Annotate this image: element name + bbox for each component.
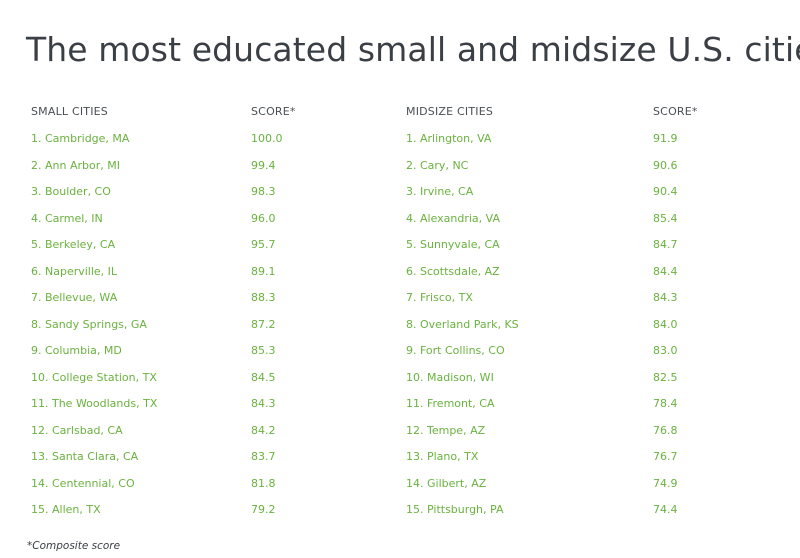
small-city-name: 2. Ann Arbor, MI <box>31 158 120 172</box>
small-city-name: 14. Centennial, CO <box>31 476 135 490</box>
midsize-city-name: 15. Pittsburgh, PA <box>406 503 504 516</box>
small-city-name: 8. Sandy Springs, GA <box>31 317 147 331</box>
midsize-city-score: 83.0 <box>653 344 678 357</box>
small-city-name: 7. Bellevue, WA <box>31 291 118 304</box>
small-city-score: 89.1 <box>251 264 276 278</box>
page-title: The most educated small and midsize U.S.… <box>26 30 800 69</box>
midsize-city-score: 85.4 <box>653 211 678 225</box>
small-city-name: 9. Columbia, MD <box>31 344 122 357</box>
midsize-city-score: 84.3 <box>653 291 678 304</box>
small-city-score: 99.4 <box>251 158 276 172</box>
midsize-city-name: 11. Fremont, CA <box>406 397 495 410</box>
small-city-name: 13. Santa Clara, CA <box>31 450 139 463</box>
midsize-city-name: 12. Tempe, AZ <box>406 423 486 437</box>
midsize-city-score: 84.7 <box>653 238 678 251</box>
small-city-name: 15. Allen, TX <box>31 503 101 516</box>
small-city-name: 5. Berkeley, CA <box>31 238 116 251</box>
midsize-city-name: 7. Frisco, TX <box>406 291 473 304</box>
small-city-name: 4. Carmel, IN <box>31 211 103 225</box>
small-city-name: 11. The Woodlands, TX <box>31 397 158 410</box>
midsize-city-name: 1. Arlington, VA <box>406 132 492 145</box>
midsize-city-name: 3. Irvine, CA <box>406 185 474 198</box>
small-city-score: 88.3 <box>251 291 276 304</box>
small-city-name: 1. Cambridge, MA <box>31 132 130 145</box>
midsize-city-name: 10. Madison, WI <box>406 370 494 384</box>
midsize-city-name: 2. Cary, NC <box>406 158 469 172</box>
midsize-city-score: 76.8 <box>653 423 678 437</box>
midsize-city-name: 4. Alexandria, VA <box>406 211 501 225</box>
small-city-score: 83.7 <box>251 450 276 463</box>
midsize-city-score: 74.4 <box>653 503 678 516</box>
midsize-city-score: 76.7 <box>653 450 678 463</box>
midsize-city-name: 8. Overland Park, KS <box>406 317 519 331</box>
midsize-city-score: 90.4 <box>653 185 678 198</box>
small-city-score: 95.7 <box>251 238 276 251</box>
small-city-name: 6. Naperville, IL <box>31 264 118 278</box>
midsize-city-name: 6. Scottsdale, AZ <box>406 264 500 278</box>
header-midsize-cities: MIDSIZE CITIES <box>406 105 494 118</box>
small-city-score: 87.2 <box>251 317 276 331</box>
small-city-score: 79.2 <box>251 503 276 516</box>
header-small-cities: SMALL CITIES <box>31 105 108 118</box>
small-city-score: 81.8 <box>251 476 276 490</box>
midsize-city-score: 84.0 <box>653 317 678 331</box>
small-city-name: 12. Carlsbad, CA <box>31 423 123 437</box>
small-city-score: 96.0 <box>251 211 276 225</box>
small-city-score: 100.0 <box>251 132 283 145</box>
midsize-city-score: 84.4 <box>653 264 678 278</box>
midsize-city-score: 91.9 <box>653 132 678 145</box>
small-city-score: 84.3 <box>251 397 276 410</box>
small-city-name: 3. Boulder, CO <box>31 185 111 198</box>
midsize-city-name: 9. Fort Collins, CO <box>406 344 505 357</box>
midsize-city-name: 14. Gilbert, AZ <box>406 476 487 490</box>
midsize-city-score: 74.9 <box>653 476 678 490</box>
midsize-city-name: 5. Sunnyvale, CA <box>406 238 500 251</box>
header-small-score: SCORE* <box>251 105 296 118</box>
small-city-score: 98.3 <box>251 185 276 198</box>
header-midsize-score: SCORE* <box>653 105 698 118</box>
footnote: *Composite score <box>27 540 121 552</box>
small-city-score: 84.5 <box>251 370 276 384</box>
small-city-name: 10. College Station, TX <box>31 370 157 384</box>
midsize-city-name: 13. Plano, TX <box>406 450 479 463</box>
small-city-score: 85.3 <box>251 344 276 357</box>
midsize-city-score: 90.6 <box>653 158 678 172</box>
midsize-city-score: 78.4 <box>653 397 678 410</box>
midsize-city-score: 82.5 <box>653 370 678 384</box>
small-city-score: 84.2 <box>251 423 276 437</box>
